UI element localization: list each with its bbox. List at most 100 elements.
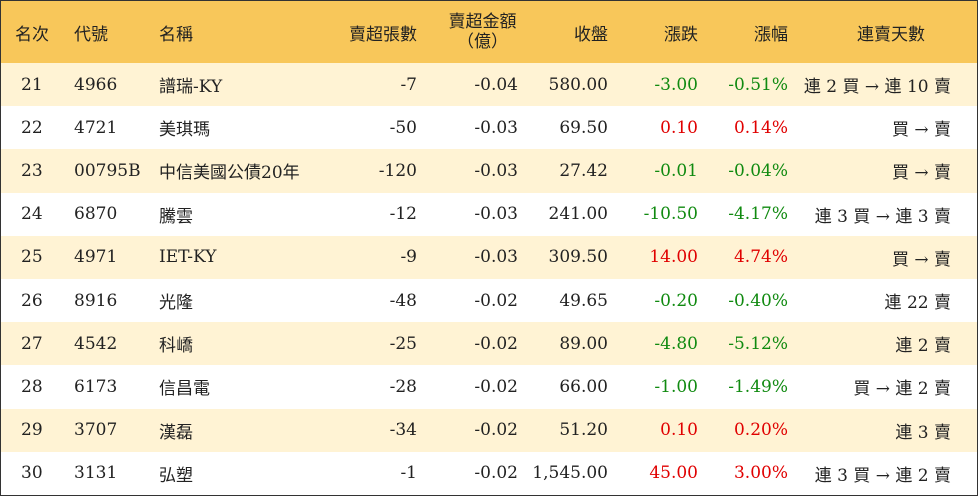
table-row: 27 4542 科嶠 -25 -0.02 89.00 -4.80 -5.12% … [1, 322, 977, 366]
streak-cell: 買 → 賣 [891, 163, 951, 184]
change-pct-cell: 3.00% [733, 463, 788, 484]
table-row: 23 00795B 中信美國公債20年 -120 -0.03 27.42 -0.… [1, 149, 977, 193]
change-cell: -4.80 [654, 333, 698, 354]
header-net-amount-line1: 賣超金額 [448, 12, 517, 32]
rank-cell: 29 [21, 420, 43, 441]
change-pct-cell: -0.40% [728, 290, 788, 311]
change-pct-cell: 4.74% [733, 247, 788, 268]
net-volume-cell: -50 [389, 117, 417, 138]
net-volume-cell: -25 [389, 333, 417, 354]
table-row: 21 4966 譜瑞-KY -7 -0.04 580.00 -3.00 -0.5… [1, 63, 977, 107]
name-cell: 科嶠 [159, 336, 193, 357]
header-streak: 連賣天數 [857, 24, 925, 45]
net-volume-cell: -12 [389, 204, 417, 225]
net-volume-cell: -34 [389, 420, 417, 441]
net-amount-cell: -0.02 [474, 333, 518, 354]
close-cell: 309.50 [548, 247, 608, 268]
table-header: 名次 代號 名稱 賣超張數 賣超金額 （億） 收盤 漲跌 漲幅 連賣天數 [1, 1, 977, 63]
net-amount-cell: -0.03 [474, 247, 518, 268]
header-net-amount-line2: （億） [457, 32, 508, 52]
name-cell: 騰雲 [159, 206, 193, 227]
net-volume-cell: -7 [400, 74, 417, 95]
code-cell: 4542 [74, 333, 118, 354]
name-cell: 信昌電 [159, 379, 210, 400]
header-name: 名稱 [159, 24, 193, 45]
net-volume-cell: -120 [378, 160, 417, 181]
name-cell: 弘塑 [159, 465, 193, 486]
net-amount-cell: -0.03 [474, 204, 518, 225]
header-change-pct: 漲幅 [754, 24, 788, 45]
name-cell: 光隆 [159, 293, 193, 314]
code-cell: 6173 [74, 376, 118, 397]
table-row: 25 4971 IET-KY -9 -0.03 309.50 14.00 4.7… [1, 235, 977, 279]
header-code: 代號 [74, 24, 108, 45]
change-cell: 14.00 [649, 247, 698, 268]
streak-cell: 連 3 買 → 連 2 賣 [814, 465, 951, 486]
header-change: 漲跌 [664, 24, 698, 45]
change-cell: -0.20 [654, 290, 698, 311]
table-row: 28 6173 信昌電 -28 -0.02 66.00 -1.00 -1.49%… [1, 365, 977, 409]
table-row: 29 3707 漢磊 -34 -0.02 51.20 0.10 0.20% 連 … [1, 408, 977, 452]
rank-cell: 25 [21, 247, 43, 268]
code-cell: 3131 [74, 463, 118, 484]
name-cell: IET-KY [159, 247, 217, 268]
change-pct-cell: -4.17% [728, 204, 788, 225]
change-pct-cell: -0.51% [728, 74, 788, 95]
rank-cell: 21 [21, 74, 43, 95]
streak-cell: 連 22 賣 [884, 293, 951, 314]
change-cell: -3.00 [654, 74, 698, 95]
net-volume-cell: -1 [400, 463, 417, 484]
close-cell: 49.65 [559, 290, 608, 311]
net-amount-cell: -0.02 [474, 463, 518, 484]
code-cell: 4971 [74, 247, 118, 268]
code-cell: 00795B [74, 160, 141, 181]
change-cell: 0.10 [660, 420, 698, 441]
code-cell: 3707 [74, 420, 118, 441]
change-cell: -1.00 [654, 376, 698, 397]
net-amount-cell: -0.02 [474, 376, 518, 397]
header-net-amount: 賣超金額 （億） [417, 12, 518, 52]
net-volume-cell: -48 [389, 290, 417, 311]
close-cell: 580.00 [548, 74, 608, 95]
streak-cell: 連 3 買 → 連 3 賣 [814, 206, 951, 227]
streak-cell: 連 2 賣 [895, 336, 951, 357]
net-amount-cell: -0.02 [474, 420, 518, 441]
close-cell: 1,545.00 [532, 463, 608, 484]
rank-cell: 28 [21, 376, 43, 397]
rank-cell: 24 [21, 204, 43, 225]
table-row: 24 6870 騰雲 -12 -0.03 241.00 -10.50 -4.17… [1, 192, 977, 236]
change-pct-cell: 0.20% [733, 420, 788, 441]
header-rank: 名次 [15, 24, 49, 45]
streak-cell: 連 2 買 → 連 10 賣 [803, 77, 951, 98]
rank-cell: 22 [21, 117, 43, 138]
rank-cell: 23 [21, 160, 43, 181]
table-row: 30 3131 弘塑 -1 -0.02 1,545.00 45.00 3.00%… [1, 451, 977, 495]
close-cell: 51.20 [559, 420, 608, 441]
close-cell: 69.50 [559, 117, 608, 138]
change-pct-cell: -0.04% [728, 160, 788, 181]
streak-cell: 買 → 連 2 賣 [853, 379, 951, 400]
rank-cell: 30 [21, 463, 43, 484]
net-volume-cell: -9 [400, 247, 417, 268]
code-cell: 4721 [74, 117, 118, 138]
change-cell: 45.00 [649, 463, 698, 484]
name-cell: 漢磊 [159, 422, 193, 443]
change-cell: -0.01 [654, 160, 698, 181]
rank-cell: 27 [21, 333, 43, 354]
change-cell: -10.50 [643, 204, 698, 225]
rank-cell: 26 [21, 290, 43, 311]
streak-cell: 買 → 賣 [891, 249, 951, 270]
change-pct-cell: -5.12% [728, 333, 788, 354]
table-row: 22 4721 美琪瑪 -50 -0.03 69.50 0.10 0.14% 買… [1, 106, 977, 150]
close-cell: 89.00 [559, 333, 608, 354]
close-cell: 66.00 [559, 376, 608, 397]
close-cell: 27.42 [559, 160, 608, 181]
change-pct-cell: -1.49% [728, 376, 788, 397]
change-pct-cell: 0.14% [733, 117, 788, 138]
close-cell: 241.00 [548, 204, 608, 225]
name-cell: 中信美國公債20年 [159, 163, 300, 184]
net-amount-cell: -0.02 [474, 290, 518, 311]
net-amount-cell: -0.03 [474, 160, 518, 181]
change-cell: 0.10 [660, 117, 698, 138]
